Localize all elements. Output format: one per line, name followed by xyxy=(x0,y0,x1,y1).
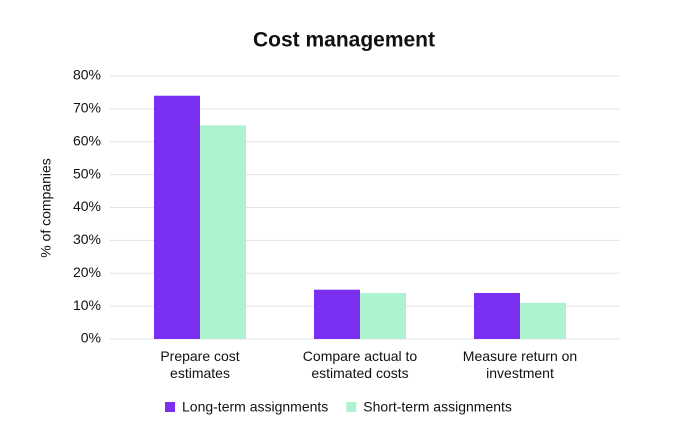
y-tick-label: 0% xyxy=(81,330,101,346)
bar xyxy=(520,302,566,339)
y-tick-label: 10% xyxy=(73,297,101,313)
y-tick-label: 30% xyxy=(73,231,101,247)
x-tick-label: Measure return on investment xyxy=(462,348,578,381)
bar xyxy=(200,125,246,339)
legend-swatch xyxy=(165,402,175,412)
bar xyxy=(154,95,200,339)
bar xyxy=(314,289,360,339)
y-tick-label: 80% xyxy=(73,67,101,83)
y-tick-label: 20% xyxy=(73,264,101,280)
y-axis-label: % of companies xyxy=(38,158,54,258)
x-tick-label: Prepare cost estimates xyxy=(160,348,240,381)
y-tick-label: 70% xyxy=(73,100,101,116)
legend-label: Short-term assignments xyxy=(363,399,512,415)
y-tick-label: 40% xyxy=(73,198,101,214)
bar xyxy=(474,292,520,339)
chart-title: Cost management xyxy=(253,29,435,52)
y-tick-label: 60% xyxy=(73,132,101,148)
x-tick-label: Compare actual to estimated costs xyxy=(302,348,418,381)
bar xyxy=(360,292,406,339)
legend-label: Long-term assignments xyxy=(182,399,328,415)
y-tick-label: 50% xyxy=(73,165,101,181)
legend-swatch xyxy=(346,402,357,412)
